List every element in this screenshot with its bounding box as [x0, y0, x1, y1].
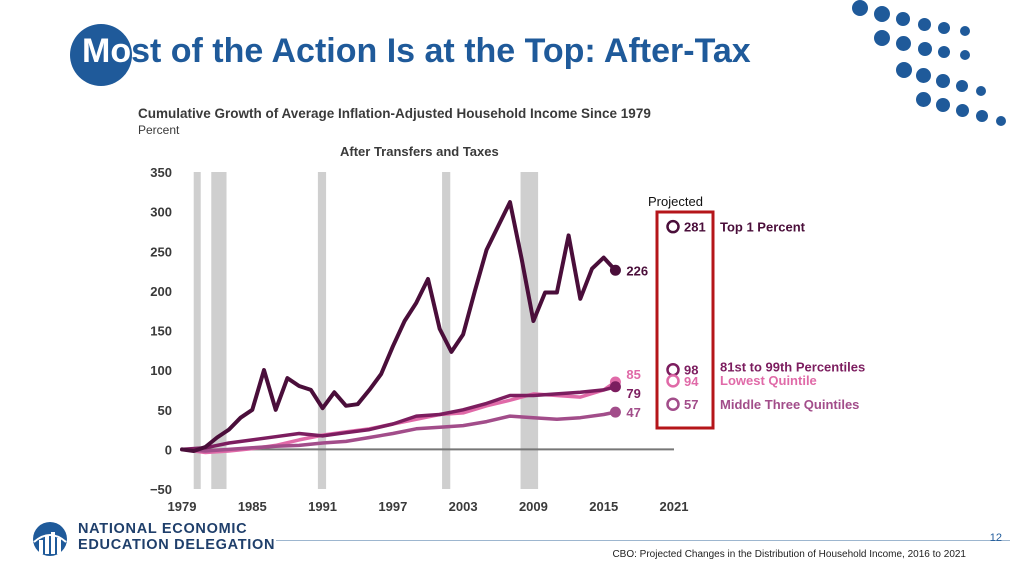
decorative-dot: [938, 22, 950, 34]
decorative-dot-pattern: [844, 0, 1024, 160]
series-end-marker: [609, 406, 621, 418]
chart-axes: 350 300 250 200 150 100 50 0 −50 1979 1985 1991 1997…: [150, 165, 689, 514]
projected-value-label: 98: [684, 363, 698, 378]
series-end-marker: [609, 264, 621, 276]
recession-bar: [317, 172, 327, 489]
x-tick-label: 1979: [168, 499, 197, 514]
projected-value-label: 281: [684, 220, 706, 235]
chart-subtitle: After Transfers and Taxes: [340, 144, 499, 159]
y-tick-label: 250: [150, 244, 172, 259]
series-end-label: 226: [626, 263, 648, 278]
recession-bar: [442, 172, 451, 489]
projected-value-label: 94: [684, 374, 699, 389]
y-tick-label: 50: [158, 403, 172, 418]
decorative-dot: [976, 86, 986, 96]
decorative-dot: [896, 62, 912, 78]
series-end-label: 85: [626, 367, 640, 382]
chart-ylabel: Percent: [138, 123, 180, 137]
decorative-dot: [996, 116, 1006, 126]
projected-marker: [666, 374, 680, 388]
decorative-dot: [960, 50, 970, 60]
chart-data-labels: 226 79 85 47 281 Top 1 Percent 98 81st to 99th …: [626, 220, 865, 420]
x-tick-label: 1985: [238, 499, 267, 514]
projected-marker: [666, 219, 680, 234]
decorative-dot: [896, 36, 911, 51]
x-tick-label: 2015: [589, 499, 618, 514]
decorative-dot: [976, 110, 988, 122]
org-name: NATIONAL ECONOMIC EDUCATION DELEGATION: [78, 521, 275, 553]
legend-label: 81st to 99th Percentiles: [720, 360, 865, 375]
decorative-dot: [918, 42, 932, 56]
y-tick-label: 100: [150, 363, 172, 378]
org-name-line2: EDUCATION DELEGATION: [78, 537, 276, 553]
recession-bar: [211, 172, 227, 489]
globe-logo-icon: [33, 522, 67, 556]
decorative-dot: [936, 74, 950, 88]
y-tick-label: 150: [150, 324, 172, 339]
x-tick-label: 2021: [660, 499, 689, 514]
income-growth-chart: Cumulative Growth of Average Inflation-A…: [138, 106, 865, 514]
slide-title: Most of the Action Is at the Top: After-…: [82, 32, 751, 71]
decorative-dot: [960, 26, 970, 36]
chart-title: Cumulative Growth of Average Inflation-A…: [138, 106, 651, 121]
x-tick-label: 2003: [449, 499, 478, 514]
slide-title-lead: Mo: [82, 32, 132, 70]
recession-bar: [520, 172, 539, 489]
decorative-dot: [956, 80, 968, 92]
decorative-dot: [852, 0, 868, 16]
footer-divider: [276, 540, 1010, 541]
x-tick-label: 1991: [308, 499, 337, 514]
x-tick-label: 2009: [519, 499, 548, 514]
decorative-dot: [874, 30, 890, 46]
page-number: 12: [989, 532, 1002, 544]
decorative-dot: [918, 18, 931, 31]
series-line: [180, 200, 618, 453]
decorative-dot: [896, 12, 910, 26]
org-name-line1: NATIONAL ECONOMIC: [78, 521, 248, 537]
recession-bar: [193, 172, 201, 489]
projected-marker: [666, 397, 680, 411]
series-line: [180, 410, 618, 453]
chart-series-lines: [180, 200, 621, 455]
decorative-dot: [874, 6, 890, 22]
slide-title-rest: st of the Action Is at the Top: After-Ta…: [131, 32, 751, 70]
y-tick-label: 200: [150, 284, 172, 299]
recession-bars: [193, 172, 539, 489]
series-line: [180, 385, 618, 452]
legend-label: Top 1 Percent: [720, 220, 806, 235]
projected-value-label: 57: [684, 397, 698, 412]
y-tick-label: −50: [150, 482, 172, 497]
x-tick-label: 1997: [378, 499, 407, 514]
y-tick-label: 350: [150, 165, 172, 180]
nfed-logo: NATIONAL ECONOMIC EDUCATION DELEGATION: [30, 518, 280, 562]
projected-highlight-box: [655, 210, 715, 430]
projected-marker: [666, 362, 680, 377]
title-circle-decoration: [70, 24, 132, 86]
decorative-dot: [936, 98, 950, 112]
series-end-label: 79: [626, 386, 640, 401]
y-tick-label: 0: [165, 442, 172, 457]
series-end-label: 47: [626, 405, 640, 420]
decorative-dot: [916, 68, 931, 83]
legend-label: Lowest Quintile: [720, 373, 817, 388]
decorative-dot: [916, 92, 931, 107]
decorative-dot: [956, 104, 969, 117]
source-note: CBO: Projected Changes in the Distributi…: [612, 549, 966, 560]
decorative-dot: [938, 46, 950, 58]
legend-label: Middle Three Quintiles: [720, 397, 859, 412]
projected-label: Projected: [648, 194, 703, 209]
y-tick-label: 300: [150, 205, 172, 220]
series-end-marker: [609, 381, 621, 393]
